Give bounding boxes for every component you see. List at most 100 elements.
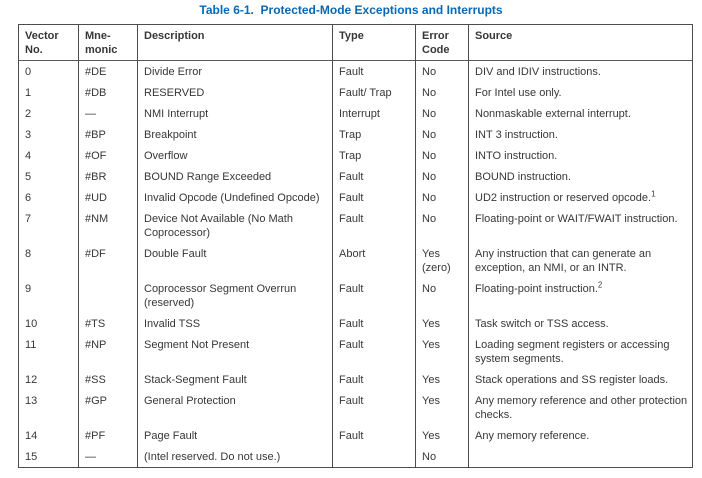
cell-text: Trap: [339, 150, 362, 162]
cell-text: —: [85, 451, 96, 463]
cell-source: BOUND instruction.: [468, 166, 693, 187]
cell-type: Fault/ Trap: [332, 82, 416, 103]
cell-text: No: [422, 283, 437, 295]
cell-source: Any instruction that can generate an exc…: [468, 243, 693, 278]
cell-vector: 5: [18, 166, 79, 187]
cell-text: #BR: [85, 171, 107, 183]
cell-text: Loading segment registers or accessing s…: [475, 339, 670, 365]
cell-source: Loading segment registers or accessing s…: [468, 334, 693, 369]
cell-mnemonic: #NM: [78, 208, 138, 243]
cell-vector: 11: [18, 334, 79, 369]
table-row: 7 #NM Device Not Available (No Math Coproc…: [18, 208, 693, 243]
cell-text: UD2 instruction or reserved opcode.: [475, 192, 652, 204]
cell-text: 1: [25, 87, 32, 99]
cell-text: No: [422, 66, 437, 78]
cell-type: Fault: [332, 187, 416, 208]
col-header-vector-no: Vector No.: [18, 24, 79, 61]
cell-text: Trap: [339, 129, 362, 141]
table-row: 2 — NMI Interrupt Interrupt No Nonmaskable ex…: [18, 103, 693, 124]
cell-text: No: [422, 213, 437, 225]
cell-source: Floating-point instruction.2: [468, 278, 693, 313]
cell-description: BOUND Range Exceeded: [137, 166, 333, 187]
cell-type: Fault: [332, 166, 416, 187]
cell-type: Fault: [332, 278, 416, 313]
cell-description: Overflow: [137, 145, 333, 166]
cell-source: INTO instruction.: [468, 145, 693, 166]
cell-text: Divide Error: [144, 66, 203, 78]
cell-text: NMI Interrupt: [144, 108, 209, 120]
cell-type: Fault: [332, 313, 416, 334]
cell-vector: 6: [18, 187, 79, 208]
cell-text: #PF: [85, 430, 106, 442]
cell-text: #UD: [85, 192, 108, 204]
cell-type: Fault: [332, 425, 416, 446]
cell-source: Task switch or TSS access.: [468, 313, 693, 334]
cell-text: #BP: [85, 129, 106, 141]
cell-source: Stack operations and SS register loads.: [468, 369, 693, 390]
cell-text: RESERVED: [144, 87, 205, 99]
cell-text: Task switch or TSS access.: [475, 318, 609, 330]
cell-type: Trap: [332, 145, 416, 166]
cell-text: No: [422, 171, 437, 183]
cell-mnemonic: #OF: [78, 145, 138, 166]
cell-text: For Intel use only.: [475, 87, 562, 99]
cell-vector: 12: [18, 369, 79, 390]
cell-error-code: Yes: [415, 390, 469, 425]
cell-text: —: [85, 108, 96, 120]
cell-vector: 7: [18, 208, 79, 243]
cell-text: 13: [25, 395, 38, 407]
cell-text: No: [422, 150, 437, 162]
cell-error-code: Yes (zero): [415, 243, 469, 278]
cell-source: UD2 instruction or reserved opcode.1: [468, 187, 693, 208]
cell-text: Yes (zero): [422, 248, 451, 274]
cell-mnemonic: #NP: [78, 334, 138, 369]
cell-description: Invalid Opcode (Undefined Opcode): [137, 187, 333, 208]
table-row: 5 #BR BOUND Range Exceeded Fault No BOUND ins…: [18, 166, 693, 187]
cell-vector: 14: [18, 425, 79, 446]
cell-text: Any instruction that can generate an exc…: [475, 248, 652, 274]
cell-mnemonic: #GP: [78, 390, 138, 425]
cell-text: Nonmaskable external interrupt.: [475, 108, 631, 120]
page: Table 6-1. Protected-Mode Exceptions and…: [18, 3, 693, 468]
cell-text: Yes: [422, 395, 440, 407]
cell-text: Fault: [339, 318, 364, 330]
exceptions-table: Vector No. Mne- monic Description Type E…: [18, 24, 693, 468]
cell-text: Fault/ Trap: [339, 87, 392, 99]
cell-text: No: [422, 451, 437, 463]
cell-error-code: No: [415, 103, 469, 124]
cell-text: Any memory reference.: [475, 430, 590, 442]
table-row: 6 #UD Invalid Opcode (Undefined Opcode) Fau…: [18, 187, 693, 208]
cell-type: Fault: [332, 369, 416, 390]
table-row: 11 #NP Segment Not Present Fault Yes Loading …: [18, 334, 693, 369]
cell-source: INT 3 instruction.: [468, 124, 693, 145]
cell-text: Fault: [339, 192, 364, 204]
col-header-mnemonic: Mne- monic: [78, 24, 138, 61]
cell-text: Yes: [422, 318, 440, 330]
cell-mnemonic: #TS: [78, 313, 138, 334]
table-row: 3 #BP Breakpoint Trap No INT 3 instruction.: [18, 124, 693, 145]
cell-text: Floating-point instruction.: [475, 283, 598, 295]
footnote-marker: 2: [597, 280, 603, 290]
cell-text: No: [422, 108, 437, 120]
cell-source: Any memory reference and other protectio…: [468, 390, 693, 425]
cell-text: #DF: [85, 248, 106, 260]
col-header-source: Source: [468, 24, 693, 61]
cell-vector: 9: [18, 278, 79, 313]
cell-text: BOUND Range Exceeded: [144, 171, 272, 183]
cell-type: Fault: [332, 60, 416, 82]
cell-description: Double Fault: [137, 243, 333, 278]
cell-text: General Protection: [144, 395, 236, 407]
cell-description: NMI Interrupt: [137, 103, 333, 124]
cell-type: Fault: [332, 334, 416, 369]
cell-error-code: Yes: [415, 313, 469, 334]
cell-text: Segment Not Present: [144, 339, 250, 351]
col-header-type: Type: [332, 24, 416, 61]
cell-text: Any memory reference and other protectio…: [475, 395, 688, 421]
cell-error-code: Yes: [415, 369, 469, 390]
cell-error-code: No: [415, 446, 469, 468]
cell-vector: 10: [18, 313, 79, 334]
cell-text: #DB: [85, 87, 107, 99]
table-row: 15 — (Intel reserved. Do not use.) No: [18, 446, 693, 468]
cell-text: Fault: [339, 374, 364, 386]
cell-source: [468, 446, 693, 468]
